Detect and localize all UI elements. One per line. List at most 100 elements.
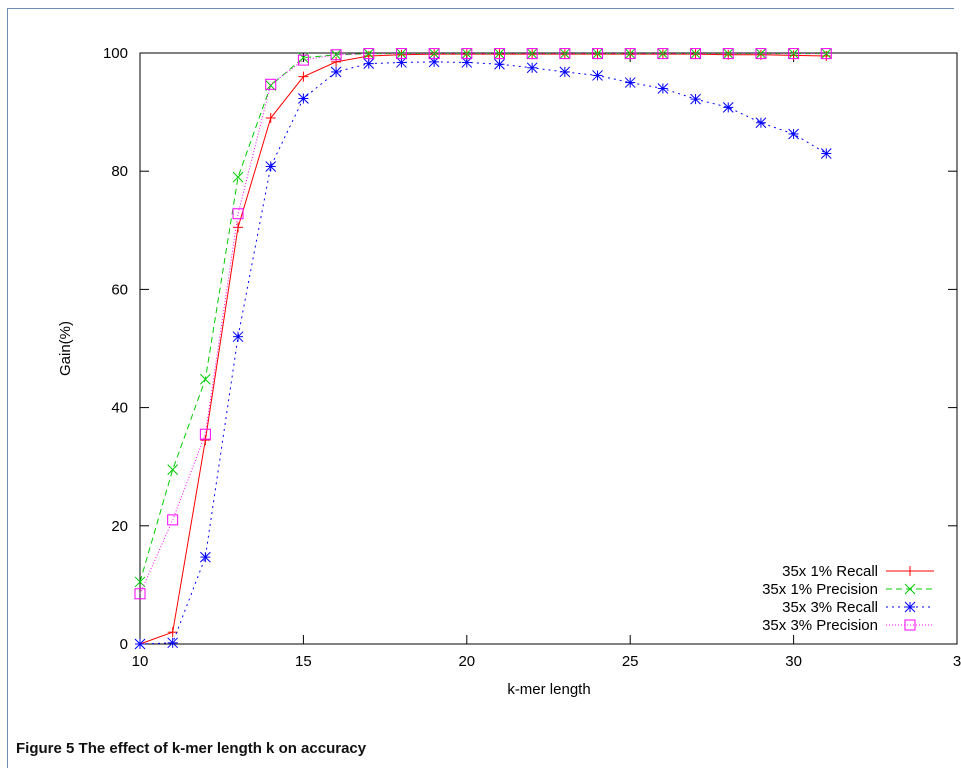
legend-swatch-marker xyxy=(904,619,916,631)
data-point-series-4 xyxy=(461,48,473,60)
data-point-series-4 xyxy=(232,208,244,220)
data-point-series-2 xyxy=(722,48,734,59)
data-point-series-1 xyxy=(265,113,276,124)
legend-label: 35x 3% Recall xyxy=(782,599,878,616)
data-point-series-3 xyxy=(494,58,505,70)
figure-number: Figure 5 xyxy=(16,740,75,757)
data-point-series-4 xyxy=(526,48,538,60)
data-point-series-2 xyxy=(690,48,701,59)
data-point-series-4 xyxy=(363,48,375,60)
x-tick-label: 15 xyxy=(295,653,312,670)
data-point-series-4 xyxy=(788,48,800,60)
data-point-series-3 xyxy=(755,117,767,129)
data-point-series-3 xyxy=(461,57,473,68)
data-point-series-4 xyxy=(755,48,767,60)
data-point-series-4 xyxy=(395,48,407,60)
data-point-series-3 xyxy=(526,62,538,74)
data-point-series-3 xyxy=(232,331,244,343)
data-point-series-3 xyxy=(690,93,701,105)
y-tick-label: 60 xyxy=(111,281,128,298)
legend-swatch-marker xyxy=(904,583,916,595)
data-point-series-2 xyxy=(330,49,342,61)
data-point-series-4 xyxy=(624,48,636,60)
data-point-series-4 xyxy=(722,48,734,60)
plot-area-border xyxy=(139,52,958,645)
legend-label: 35x 1% Precision xyxy=(762,581,878,598)
data-point-series-4 xyxy=(330,49,342,61)
data-point-series-3 xyxy=(788,128,799,140)
legend-swatch-marker xyxy=(904,601,916,613)
y-axis-label: Gain(%) xyxy=(57,321,74,376)
data-point-series-4 xyxy=(820,48,832,60)
data-point-series-2 xyxy=(363,48,375,59)
data-point-series-2 xyxy=(755,48,767,59)
data-point-series-2 xyxy=(788,48,799,59)
legend-swatch-marker xyxy=(905,566,915,576)
data-point-series-1 xyxy=(233,222,244,233)
data-point-series-2 xyxy=(232,171,244,183)
x-tick-label: 20 xyxy=(458,653,475,670)
data-point-series-2 xyxy=(494,48,505,59)
data-point-series-3 xyxy=(134,638,146,650)
data-point-series-1 xyxy=(821,50,832,61)
figure-frame xyxy=(7,8,954,768)
data-point-series-3 xyxy=(330,66,342,78)
data-point-series-4 xyxy=(657,48,669,60)
x-tick-label: 3 xyxy=(953,653,961,670)
data-point-series-3 xyxy=(559,66,571,78)
data-point-series-3 xyxy=(820,148,832,159)
x-axis-label: k-mer length xyxy=(507,681,590,698)
series-lines xyxy=(134,48,832,650)
series-line-1 xyxy=(139,53,827,645)
plot-frame xyxy=(139,52,958,645)
figure-caption: Figure 5 The effect of k-mer length k on… xyxy=(16,740,366,757)
data-point-series-2 xyxy=(624,48,636,59)
data-point-series-1 xyxy=(167,627,178,638)
data-point-series-2 xyxy=(396,48,407,59)
series-line-3 xyxy=(139,61,827,645)
data-point-series-2 xyxy=(200,373,211,385)
series-line-2 xyxy=(139,53,827,583)
data-point-series-3 xyxy=(657,83,669,94)
data-point-series-4 xyxy=(199,428,211,440)
data-point-series-2 xyxy=(428,48,440,59)
data-point-series-4 xyxy=(428,48,440,60)
x-tick-label: 10 xyxy=(132,653,149,670)
data-point-series-2 xyxy=(298,52,309,64)
x-tick-label: 30 xyxy=(785,653,802,670)
data-point-series-3 xyxy=(200,551,211,563)
data-point-series-3 xyxy=(592,70,603,81)
data-point-series-2 xyxy=(167,464,179,476)
y-tick-label: 40 xyxy=(111,400,128,417)
data-point-series-3 xyxy=(624,77,636,88)
data-point-series-3 xyxy=(298,93,309,104)
data-point-series-1 xyxy=(298,71,309,82)
data-point-series-3 xyxy=(396,57,407,68)
data-point-series-3 xyxy=(265,161,277,172)
data-point-series-4 xyxy=(493,48,505,60)
data-point-series-3 xyxy=(363,58,375,69)
x-tick-label: 25 xyxy=(622,653,639,670)
data-point-series-1 xyxy=(331,56,342,67)
series-line-4 xyxy=(139,53,827,594)
legend-label: 35x 3% Precision xyxy=(762,617,878,634)
data-point-series-4 xyxy=(265,78,277,90)
y-tick-label: 80 xyxy=(111,163,128,180)
y-tick-label: 100 xyxy=(103,45,128,62)
data-point-series-4 xyxy=(134,588,146,600)
data-point-series-4 xyxy=(592,48,604,60)
data-point-series-2 xyxy=(657,48,669,59)
data-point-series-4 xyxy=(167,514,179,526)
legend-label: 35x 1% Recall xyxy=(782,563,878,580)
y-tick-label: 0 xyxy=(120,636,128,653)
data-point-series-4 xyxy=(297,54,309,66)
data-point-series-4 xyxy=(559,48,571,60)
data-point-series-3 xyxy=(722,102,734,113)
figure-caption-text: The effect of k-mer length k on accuracy xyxy=(78,740,367,757)
data-point-series-4 xyxy=(690,48,702,60)
data-point-series-2 xyxy=(461,48,473,59)
y-tick-label: 20 xyxy=(111,518,128,535)
